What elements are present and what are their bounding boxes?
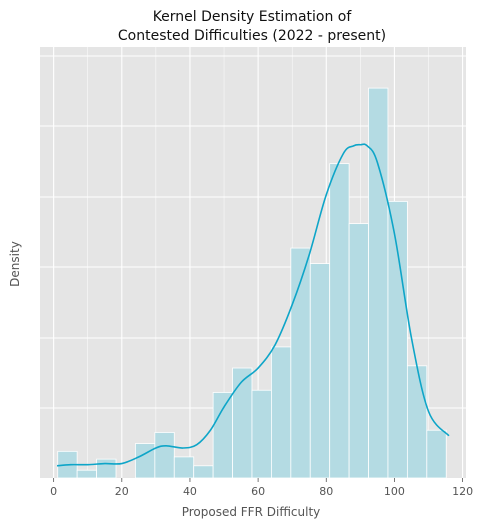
x-tick-label: 60 <box>251 485 265 498</box>
x-axis-ticks: 0 20 40 60 80 100 120 <box>50 478 473 498</box>
histogram-bar <box>135 443 156 479</box>
x-tick-label: 20 <box>115 485 129 498</box>
x-tick-label: 80 <box>319 485 333 498</box>
histogram-bar <box>271 346 292 479</box>
histogram-bar <box>76 469 97 479</box>
histogram-bar <box>329 163 350 479</box>
histogram-bar <box>212 392 233 479</box>
histogram-bar <box>426 429 447 479</box>
histogram-bar <box>173 456 195 479</box>
histogram-bar <box>309 263 331 479</box>
chart-title-line-1: Kernel Density Estimation of <box>153 9 353 25</box>
x-tick-label: 120 <box>452 485 473 498</box>
histogram-bar <box>406 365 428 479</box>
histogram-bars <box>57 87 447 479</box>
x-tick-label: 40 <box>183 485 197 498</box>
histogram-bar <box>251 389 272 479</box>
x-tick-label: 0 <box>50 485 57 498</box>
histogram-bar <box>368 87 389 479</box>
histogram-bar <box>193 465 214 479</box>
x-axis-label: Proposed FFR Difficulty <box>182 505 321 519</box>
y-axis-label: Density <box>8 241 22 287</box>
chart-title-line-2: Contested Difficulties (2022 - present) <box>118 28 386 44</box>
histogram-bar <box>348 223 369 479</box>
histogram-bar <box>387 201 408 479</box>
x-tick-label: 100 <box>384 485 405 498</box>
histogram-bar <box>96 458 117 479</box>
kde-curve <box>56 143 450 467</box>
histogram-bar <box>154 432 175 479</box>
histogram-bar <box>232 367 253 479</box>
